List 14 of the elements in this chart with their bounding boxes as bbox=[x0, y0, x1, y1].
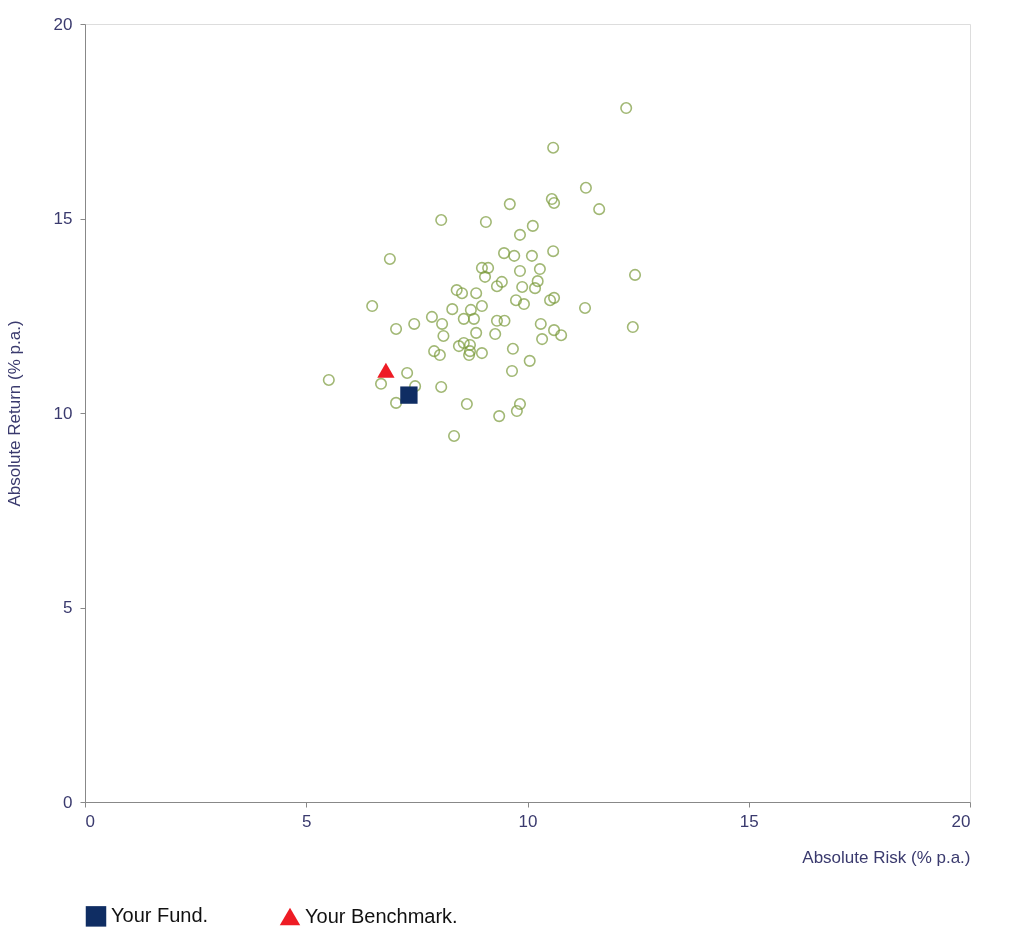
x-tick-label: 0 bbox=[85, 811, 95, 831]
legend-label: Your Fund. bbox=[111, 904, 209, 927]
y-tick-label: 5 bbox=[63, 598, 73, 617]
y-tick-label: 15 bbox=[53, 209, 73, 228]
x-tick-label: 10 bbox=[518, 811, 538, 831]
x-tick-label: 20 bbox=[951, 811, 971, 831]
y-tick-label: 20 bbox=[53, 14, 73, 34]
y-tick-label: 0 bbox=[63, 792, 73, 812]
x-axis-title: Absolute Risk (% p.a.) bbox=[802, 847, 971, 867]
x-tick-label: 5 bbox=[302, 811, 312, 831]
y-axis-title: Absolute Return (% p.a.) bbox=[4, 320, 24, 507]
x-tick-label: 15 bbox=[739, 811, 759, 831]
y-tick-label: 10 bbox=[53, 403, 73, 423]
legend-label: Your Benchmark. bbox=[305, 904, 458, 927]
